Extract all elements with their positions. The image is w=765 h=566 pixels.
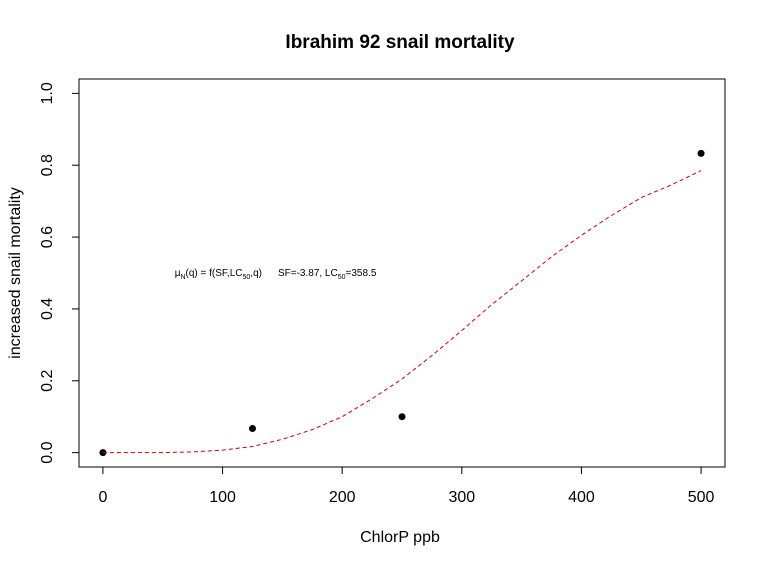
- y-tick-label: 0.2: [39, 370, 56, 392]
- annotation-params: SF=-3.87, LC: [278, 268, 338, 279]
- annotation-mu-subscript: N: [180, 274, 185, 281]
- y-tick-label: 0.4: [39, 298, 56, 320]
- x-tick-label: 200: [329, 489, 356, 506]
- annotation-formula: (q) = f(SF,LC: [186, 268, 243, 279]
- fitted-curve: [102, 170, 702, 454]
- x-tick-label: 100: [209, 489, 236, 506]
- annotation-formula-end: ,q): [250, 268, 262, 279]
- chart-title: Ibrahim 92 snail mortality: [285, 32, 515, 53]
- x-tick-label: 500: [688, 489, 715, 506]
- data-point: [248, 425, 256, 433]
- data-point: [697, 149, 705, 157]
- annotation-formula-subscript: 50: [243, 274, 251, 281]
- y-tick-label: 1.0: [39, 82, 56, 104]
- x-axis-label: ChlorP ppb: [360, 529, 440, 546]
- y-tick-label: 0.6: [39, 226, 56, 248]
- model-annotation: μN(q) = f(SF,LC50,q) SF=-3.87, LC50=358.5: [175, 268, 377, 281]
- y-tick-label: 0.8: [39, 154, 56, 176]
- data-point: [398, 413, 406, 421]
- annotation-mu: μ: [175, 268, 181, 279]
- annotation-params-end: =358.5: [346, 268, 377, 279]
- x-tick-label: 300: [448, 489, 475, 506]
- y-tick-label: 0.0: [39, 441, 56, 463]
- x-axis: 0 100 200 300 400 500: [98, 466, 715, 506]
- y-axis-label: increased snail mortality: [7, 187, 24, 359]
- annotation-params-subscript: 50: [338, 274, 346, 281]
- y-axis: 0.0 0.2 0.4 0.6 0.8 1.0: [39, 82, 80, 464]
- x-tick-label: 0: [98, 489, 107, 506]
- series-layer: [99, 149, 705, 457]
- x-tick-label: 400: [568, 489, 595, 506]
